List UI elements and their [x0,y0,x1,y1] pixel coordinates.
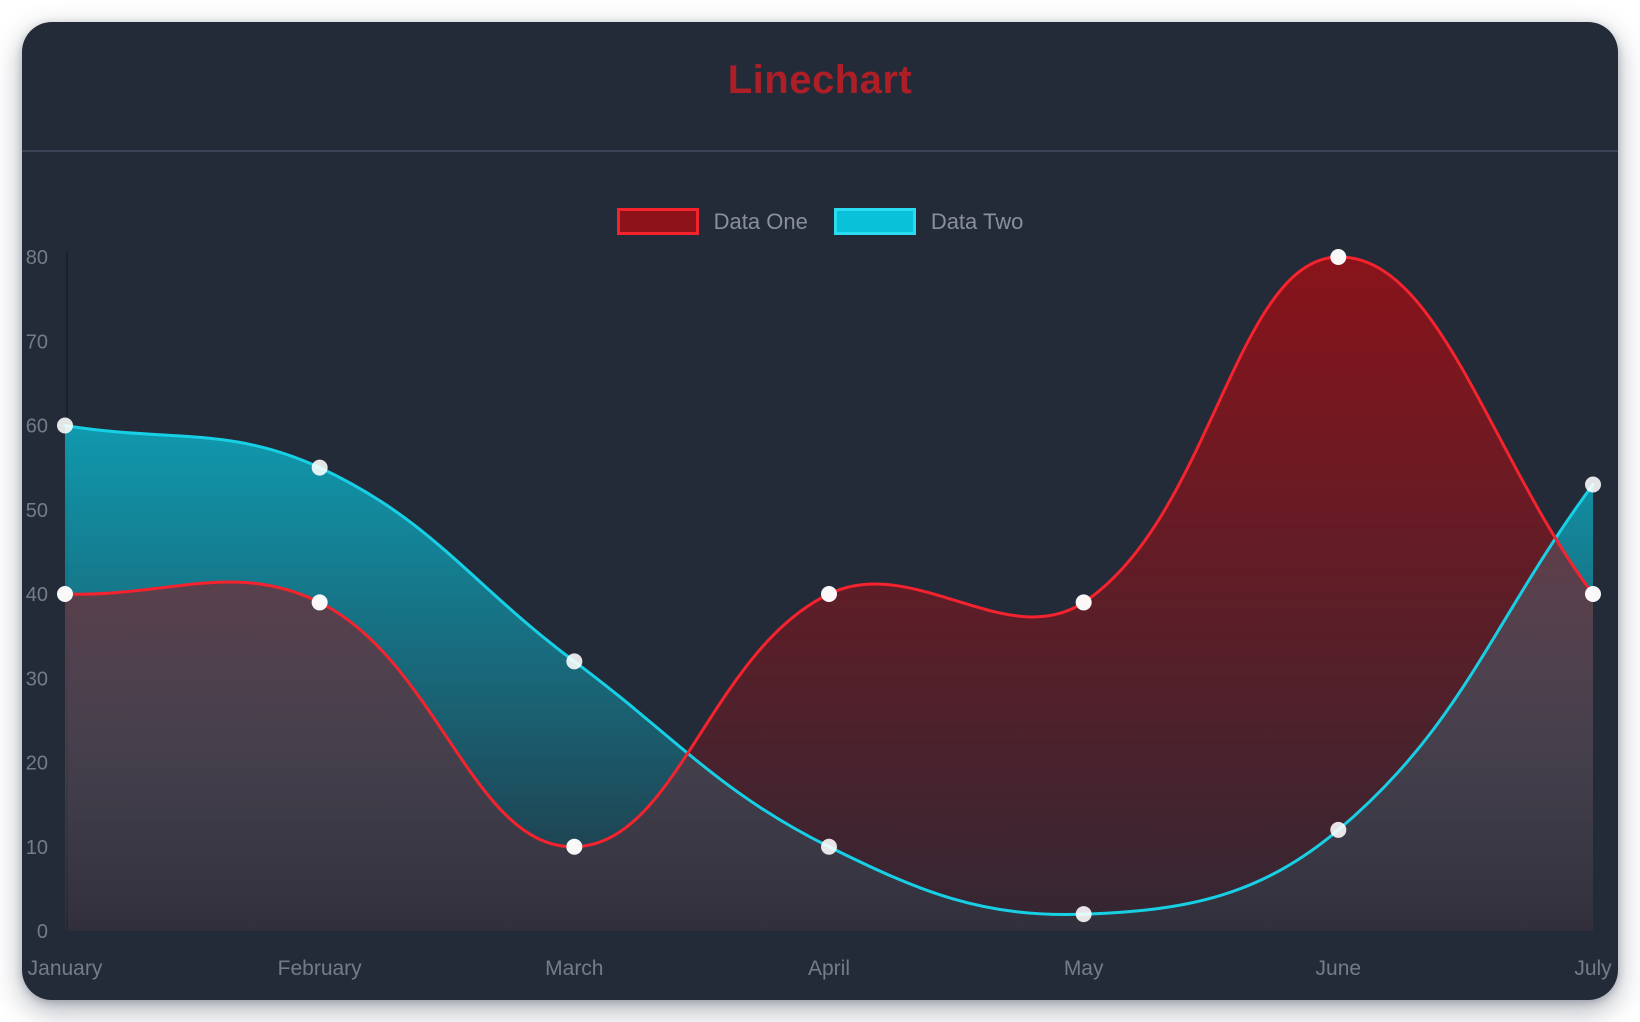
chart-legend: Data One Data Two [22,208,1618,235]
data-one-point-january[interactable] [57,586,73,602]
x-tick-label-january: January [28,957,103,980]
data-one-point-march[interactable] [566,838,583,855]
data-one-point-june[interactable] [1330,249,1347,265]
data-one-line [63,255,1595,849]
y-tick-label-70: 70 [26,331,48,353]
data-one-point-april[interactable] [821,586,837,602]
legend-label-data-one: Data One [713,208,808,234]
x-tick-label-april: April [808,957,850,980]
y-tick-label-10: 10 [26,837,48,859]
data-two-point-april[interactable] [821,838,837,855]
data-two-point-february[interactable] [311,459,328,476]
data-two-point-january[interactable] [57,417,73,434]
y-tick-label-0: 0 [37,921,48,943]
data-one-point-july[interactable] [1585,586,1601,602]
x-tick-label-february: February [278,957,363,980]
y-tick-label-40: 40 [26,584,48,606]
data-one-point-may[interactable] [1075,594,1092,611]
x-tick-label-may: May [1064,957,1104,980]
legend-item-data-one[interactable]: Data One [616,208,808,235]
y-tick-label-20: 20 [26,753,48,775]
legend-label-data-two: Data Two [930,208,1024,234]
legend-swatch-data-one-icon [616,208,699,235]
data-two-point-may[interactable] [1075,906,1092,923]
chart-title: Linechart [727,58,913,102]
header-divider [22,150,1618,152]
legend-swatch-data-two-icon [833,208,916,235]
x-tick-label-july: July [1574,957,1612,980]
y-tick-label-50: 50 [26,500,48,522]
x-tick-label-march: March [545,957,603,980]
line-chart-canvas[interactable]: 0 10 20 30 40 50 60 70 80 January February March Apr… [22,22,1618,1000]
data-two-point-june[interactable] [1330,821,1347,838]
y-tick-label-80: 80 [26,247,48,269]
data-two-point-july[interactable] [1585,476,1601,493]
data-one-point-february[interactable] [311,594,328,611]
y-tick-label-30: 30 [26,668,48,690]
x-tick-label-june: June [1316,957,1362,980]
data-one-area [65,256,1593,931]
data-two-point-march[interactable] [566,653,583,670]
chart-card: Linechart Data One Data Two 0 10 20 30 40 50 60… [22,22,1618,1000]
legend-item-data-two[interactable]: Data Two [833,208,1024,235]
y-tick-label-60: 60 [26,416,48,438]
